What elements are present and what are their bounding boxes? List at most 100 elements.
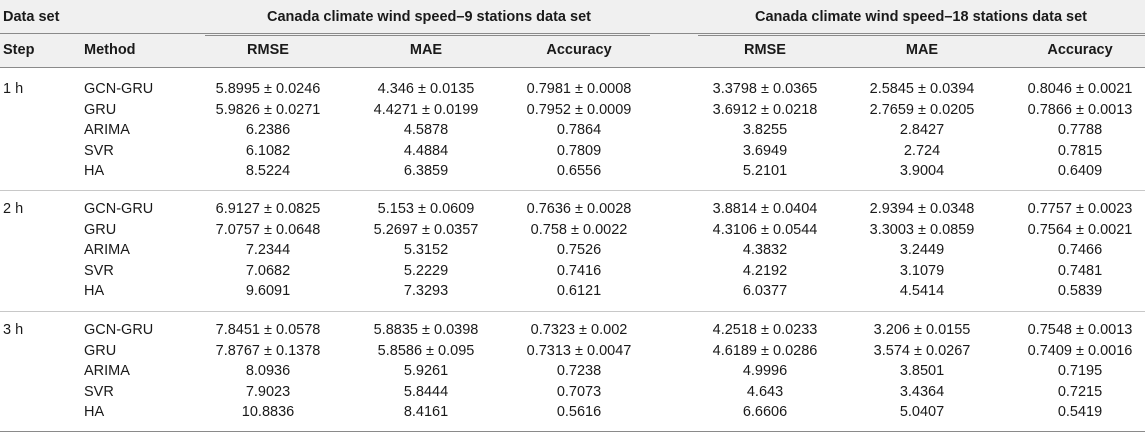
value-cell: 6.6606 — [742, 404, 788, 420]
value-cell: 3.574 ± 0.0267 — [873, 342, 971, 359]
value-cell: 8.4161 — [403, 404, 449, 420]
value-cell: 5.8995 ± 0.0246 — [215, 81, 321, 97]
method-cell: HA — [84, 404, 105, 420]
header-band — [0, 0, 1145, 68]
value-cell: 6.9127 ± 0.0825 — [215, 201, 321, 217]
value-cell: 3.206 ± 0.0155 — [873, 322, 971, 338]
value-cell: 0.8046 ± 0.0021 — [1027, 81, 1133, 97]
value-cell: 4.6189 ± 0.0286 — [712, 342, 818, 359]
method-cell: SVR — [84, 262, 114, 279]
group-header-18-stations: Canada climate wind speed–18 stations da… — [754, 9, 1088, 25]
value-cell: 0.7215 — [1057, 383, 1103, 400]
value-cell: 5.8835 ± 0.0398 — [373, 322, 479, 338]
method-cell: HA — [84, 163, 105, 179]
value-cell: 7.0682 — [245, 262, 291, 279]
value-cell: 6.2386 — [245, 122, 291, 138]
value-cell: 4.3832 — [742, 242, 788, 258]
value-cell: 9.6091 — [245, 283, 291, 299]
value-cell: 3.4364 — [899, 383, 945, 400]
dataset-header: Data set — [3, 9, 60, 25]
metric-header: MAE — [905, 42, 939, 58]
value-cell: 7.2344 — [245, 242, 291, 258]
value-cell: 0.5419 — [1057, 404, 1103, 420]
value-cell: 3.1079 — [899, 262, 945, 279]
method-cell: SVR — [84, 142, 114, 159]
group1-underline — [205, 35, 650, 36]
value-cell: 4.2192 — [742, 262, 788, 279]
value-cell: 4.3106 ± 0.0544 — [712, 221, 818, 238]
value-cell: 0.7466 — [1057, 242, 1103, 258]
group-separator — [0, 190, 1145, 191]
value-cell: 4.643 — [746, 383, 784, 400]
metric-header: MAE — [409, 42, 443, 58]
method-cell: GRU — [84, 101, 117, 118]
group-separator — [0, 311, 1145, 312]
value-cell: 0.7313 ± 0.0047 — [526, 342, 632, 359]
group2-underline — [698, 35, 1145, 36]
value-cell: 5.3152 — [403, 242, 449, 258]
value-cell: 3.9004 — [899, 163, 945, 179]
method-cell: ARIMA — [84, 242, 130, 258]
value-cell: 0.5616 — [556, 404, 602, 420]
value-cell: 3.8814 ± 0.0404 — [712, 201, 818, 217]
value-cell: 2.8427 — [899, 122, 945, 138]
value-cell: 0.6409 — [1057, 163, 1103, 179]
value-cell: 5.8444 — [403, 383, 449, 400]
value-cell: 2.7659 ± 0.0205 — [869, 101, 975, 118]
value-cell: 5.2229 — [403, 262, 449, 279]
value-cell: 3.3798 ± 0.0365 — [712, 81, 818, 97]
value-cell: 5.2697 ± 0.0357 — [373, 221, 479, 238]
method-cell: GRU — [84, 221, 117, 238]
group-header-9-stations: Canada climate wind speed–9 stations dat… — [267, 9, 591, 25]
value-cell: 5.153 ± 0.0609 — [377, 201, 475, 217]
method-cell: GRU — [84, 342, 117, 359]
value-cell: 2.5845 ± 0.0394 — [869, 81, 975, 97]
metric-header: Accuracy — [1047, 42, 1113, 58]
value-cell: 0.7323 ± 0.002 — [530, 322, 628, 338]
value-cell: 0.7195 — [1057, 363, 1103, 379]
method-cell: ARIMA — [84, 363, 130, 379]
value-cell: 6.0377 — [742, 283, 788, 299]
value-cell: 7.9023 — [245, 383, 291, 400]
value-cell: 0.7815 — [1057, 142, 1103, 159]
metric-header: RMSE — [744, 42, 786, 58]
value-cell: 3.6949 — [742, 142, 788, 159]
metric-header: Accuracy — [546, 42, 612, 58]
value-cell: 4.4271 ± 0.0199 — [373, 101, 479, 118]
value-cell: 0.758 ± 0.0022 — [530, 221, 628, 238]
value-cell: 7.8451 ± 0.0578 — [215, 322, 321, 338]
value-cell: 0.6121 — [556, 283, 602, 299]
value-cell: 4.4884 — [403, 142, 449, 159]
value-cell: 4.2518 ± 0.0233 — [712, 322, 818, 338]
value-cell: 7.0757 ± 0.0648 — [215, 221, 321, 238]
value-cell: 0.7073 — [556, 383, 602, 400]
value-cell: 0.7636 ± 0.0028 — [526, 201, 632, 217]
method-header: Method — [84, 42, 136, 58]
value-cell: 0.7866 ± 0.0013 — [1027, 101, 1133, 118]
value-cell: 0.7809 — [556, 142, 602, 159]
header-bottom-rule — [0, 67, 1145, 68]
value-cell: 0.7788 — [1057, 122, 1103, 138]
value-cell: 5.2101 — [742, 163, 788, 179]
step-cell: 3 h — [3, 322, 24, 338]
value-cell: 5.8586 ± 0.095 — [377, 342, 475, 359]
value-cell: 2.724 — [903, 142, 941, 159]
method-cell: GCN-GRU — [84, 322, 154, 338]
value-cell: 7.8767 ± 0.1378 — [215, 342, 321, 359]
header-top-rule — [0, 33, 1145, 34]
value-cell: 0.7416 — [556, 262, 602, 279]
step-header: Step — [3, 42, 35, 58]
value-cell: 0.7757 ± 0.0023 — [1027, 201, 1133, 217]
value-cell: 4.9996 — [742, 363, 788, 379]
value-cell: 0.7481 — [1057, 262, 1103, 279]
value-cell: 6.1082 — [245, 142, 291, 159]
value-cell: 0.7981 ± 0.0008 — [526, 81, 632, 97]
value-cell: 4.346 ± 0.0135 — [377, 81, 475, 97]
value-cell: 5.9826 ± 0.0271 — [215, 101, 321, 118]
value-cell: 5.0407 — [899, 404, 945, 420]
value-cell: 8.0936 — [245, 363, 291, 379]
metric-header: RMSE — [247, 42, 289, 58]
value-cell: 0.5839 — [1057, 283, 1103, 299]
step-cell: 1 h — [3, 81, 24, 97]
